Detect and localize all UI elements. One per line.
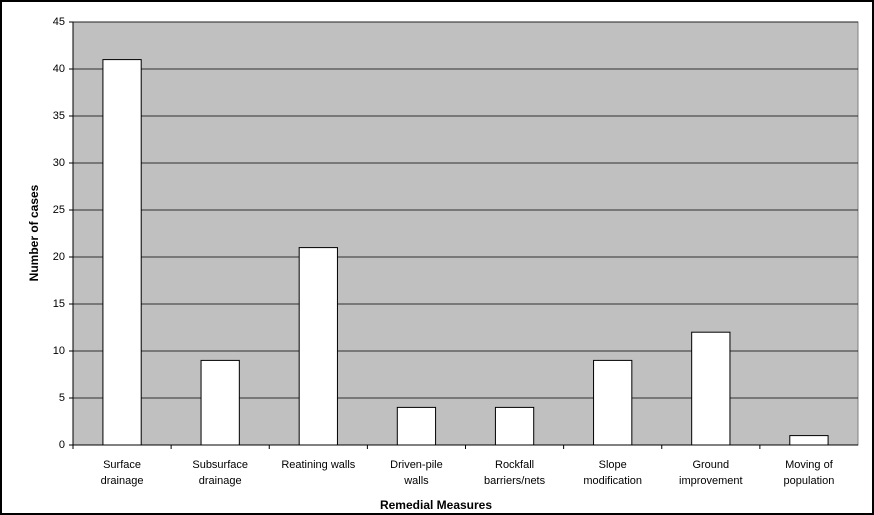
x-tick-label: Ground improvement	[679, 459, 743, 487]
x-tick-label: Reatining walls	[281, 459, 355, 471]
y-tick-label: 10	[53, 345, 65, 357]
y-tick-label: 0	[59, 439, 65, 451]
bar	[494, 406, 535, 446]
y-axis-title: Number of cases	[27, 184, 41, 281]
bar	[691, 331, 731, 446]
y-tick-label: 20	[53, 251, 65, 263]
y-tick-label: 40	[53, 63, 65, 75]
x-tick-label: Slope modification	[583, 459, 642, 487]
bar	[102, 59, 142, 446]
x-tick-label: Driven-pile walls	[390, 459, 443, 487]
y-tick-label: 30	[53, 157, 65, 169]
plot-area	[72, 21, 859, 446]
bar	[396, 406, 437, 446]
y-tick-label: 5	[59, 392, 65, 404]
y-tick-label: 25	[53, 204, 65, 216]
y-tick-label: 35	[53, 110, 65, 122]
x-axis-title: Remedial Measures	[380, 498, 492, 512]
x-tick-label: Rockfall barriers/nets	[484, 459, 546, 487]
y-tick-label: 15	[53, 298, 65, 310]
x-tick-label: Subsurface drainage	[192, 459, 248, 487]
x-tick-label: Moving of population	[784, 459, 835, 487]
x-tick-label: Surface drainage	[101, 459, 144, 487]
y-tick-label: 45	[53, 16, 65, 28]
bar	[298, 247, 338, 446]
bar	[593, 359, 633, 446]
bar	[200, 359, 240, 446]
bar	[789, 435, 829, 446]
